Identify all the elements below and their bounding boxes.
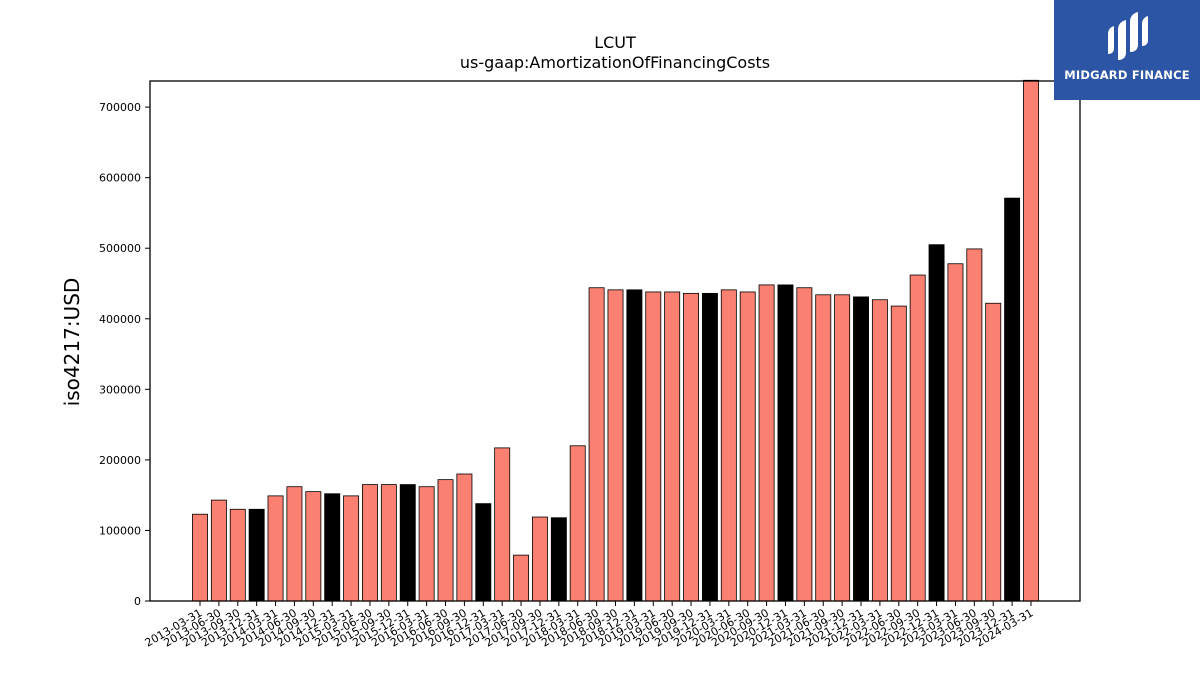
bar-2014-09-30 [305, 491, 322, 602]
chart-subtitle: us-gaap:AmortizationOfFinancingCosts [460, 53, 770, 72]
bar-2013-12-31 [248, 508, 265, 602]
bars-group [192, 79, 1039, 602]
bar-2014-03-31 [267, 495, 284, 602]
bar-2016-09-30 [456, 473, 473, 602]
bar-2023-06-30 [966, 248, 983, 602]
bar-2022-03-31 [871, 299, 888, 602]
bar-2015-03-31 [343, 495, 360, 602]
bar-2020-06-30 [739, 291, 756, 602]
y-axis: 0 100000 200000 300000 400000 500000 600000 700… [99, 101, 150, 608]
bar-2013-03-31 [192, 513, 208, 602]
bar-2017-03-31 [494, 447, 511, 602]
bar-2014-06-30 [286, 486, 303, 602]
bar-2022-09-30 [909, 274, 926, 602]
bar-2023-12-31 [1004, 197, 1021, 602]
bar-2020-09-30 [758, 284, 775, 602]
y-tick-label: 600000 [99, 172, 141, 185]
y-axis-label: iso4217:USD [60, 278, 84, 407]
chart-title: LCUT [594, 33, 636, 52]
bar-2014-12-31 [324, 493, 341, 602]
bar-2017-09-30 [532, 516, 548, 602]
bar-2015-12-31 [399, 484, 416, 602]
y-tick-label: 500000 [99, 242, 141, 255]
bar-2018-03-31 [569, 445, 586, 602]
bar-2022-12-31 [928, 244, 945, 602]
bar-2019-03-31 [645, 291, 662, 602]
bar-2019-06-30 [664, 291, 681, 602]
bar-2020-03-31 [720, 289, 737, 602]
bar-2018-09-30 [607, 289, 624, 602]
bar-2017-06-30 [513, 554, 530, 602]
bar-2018-12-31 [626, 289, 643, 602]
y-tick-label: 100000 [99, 524, 141, 537]
x-axis: 2013-03-312013-06-302013-09-302013-12-31… [143, 601, 1036, 650]
bar-2023-09-30 [985, 302, 1002, 602]
bar-2021-06-30 [815, 294, 832, 602]
bar-2015-09-30 [380, 484, 397, 602]
bar-2021-12-31 [853, 296, 869, 602]
bar-2013-06-30 [210, 499, 227, 602]
bar-2019-09-30 [683, 292, 699, 602]
bar-2022-06-30 [890, 305, 907, 602]
y-tick-label: 200000 [99, 454, 141, 467]
bar-2013-09-30 [229, 508, 246, 602]
bar-2020-12-31 [777, 284, 794, 602]
bar-2019-12-31 [701, 292, 718, 602]
bar-2023-03-31 [947, 263, 964, 602]
bar-2018-06-30 [588, 287, 605, 602]
y-tick-label: 700000 [99, 101, 141, 114]
bar-2015-06-30 [362, 484, 378, 602]
bar-2017-12-31 [550, 517, 567, 602]
bar-2016-12-31 [475, 503, 492, 602]
midgard-logo-icon [1108, 12, 1148, 60]
bar-2021-09-30 [834, 294, 851, 602]
y-tick-label: 0 [134, 595, 141, 608]
brand-logo: MIDGARD FINANCE [1054, 0, 1200, 100]
bar-2016-06-30 [437, 479, 454, 602]
plot-frame [149, 80, 1081, 602]
bar-2016-03-31 [418, 486, 435, 602]
y-tick-label: 300000 [99, 383, 141, 396]
bar-2024-03-31 [1023, 79, 1039, 602]
bar-2021-03-31 [796, 287, 813, 602]
y-tick-label: 400000 [99, 313, 141, 326]
brand-name: MIDGARD FINANCE [1064, 68, 1190, 82]
